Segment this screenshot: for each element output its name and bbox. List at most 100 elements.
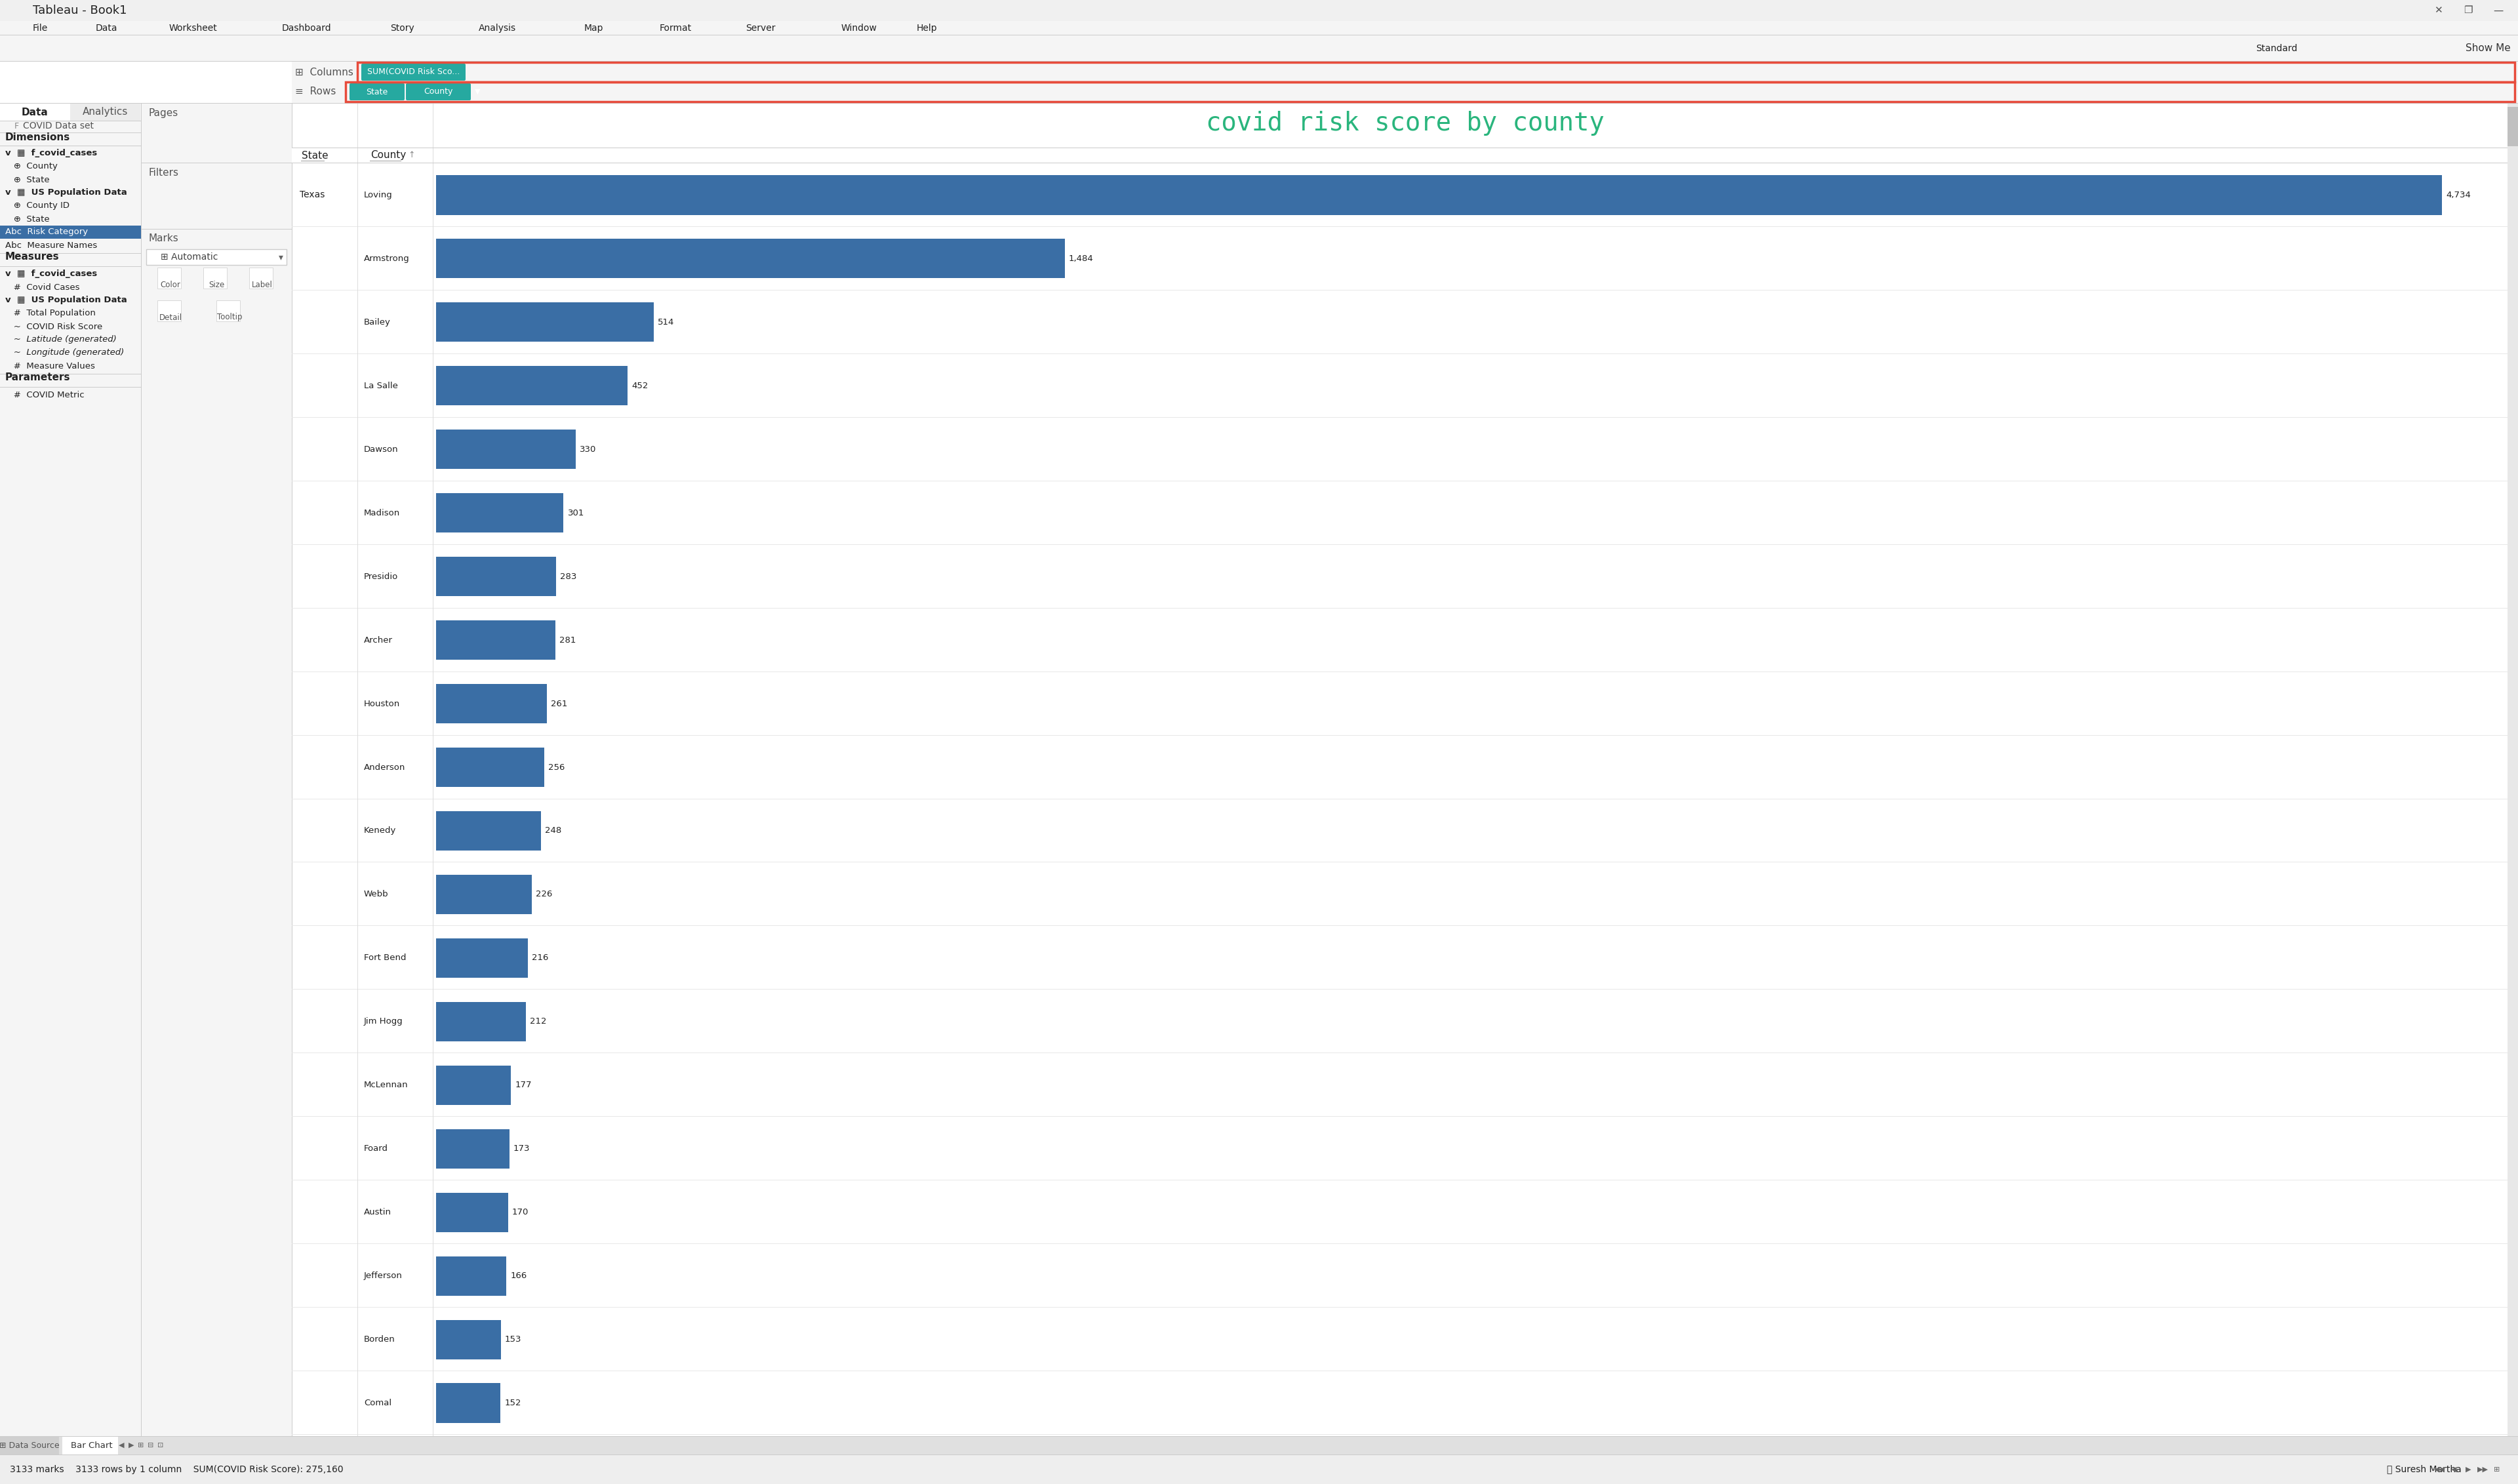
Text: ▶: ▶ [2465,1466,2470,1472]
Text: Dashboard: Dashboard [282,24,332,33]
Text: ◀: ◀ [118,1442,123,1448]
Text: Analysis: Analysis [478,24,516,33]
Text: COVID Data set: COVID Data set [23,122,93,131]
Bar [292,481,2508,545]
Text: 256: 256 [549,763,564,772]
Bar [436,874,531,914]
Bar [0,226,141,239]
Text: 177: 177 [516,1080,531,1089]
Text: ~  Latitude (generated): ~ Latitude (generated) [5,335,116,344]
Text: Texas: Texas [300,190,325,200]
Bar [0,21,2518,36]
Bar [0,104,141,1484]
Text: Size: Size [209,280,224,289]
Bar [292,227,2508,291]
Text: 248: 248 [544,827,562,835]
Text: Server: Server [745,24,776,33]
Bar [0,1437,58,1454]
Bar [292,291,2508,355]
Text: ⊡: ⊡ [159,1442,164,1448]
Text: 3133 marks    3133 rows by 1 column    SUM(COVID Risk Score): 275,160: 3133 marks 3133 rows by 1 column SUM(COV… [10,1465,342,1474]
Bar [436,1255,506,1296]
Bar [2485,0,2510,21]
FancyBboxPatch shape [360,64,466,80]
Text: 173: 173 [514,1144,529,1153]
Bar [0,1454,2518,1484]
Text: County: County [423,88,453,96]
Text: ⊕  County ID: ⊕ County ID [5,202,71,211]
Bar [63,1437,118,1454]
Bar [141,230,292,1437]
Text: Abc  Risk Category: Abc Risk Category [5,229,88,236]
Bar [292,417,2508,481]
Bar [436,1002,526,1042]
Bar [292,862,2508,926]
Text: Label: Label [252,280,272,289]
Bar [345,82,2515,101]
Bar [292,926,2508,990]
Text: Bar Chart: Bar Chart [71,1441,113,1450]
Bar [2427,0,2450,21]
Text: Filters: Filters [149,168,179,178]
Text: v  ▦  f_covid_cases: v ▦ f_covid_cases [5,270,98,279]
Text: 452: 452 [632,381,647,390]
Text: Standard: Standard [2256,45,2296,53]
Bar [2508,104,2518,1437]
Bar [71,104,141,120]
Bar [141,104,292,1484]
Text: Tableau - Book1: Tableau - Book1 [33,4,126,16]
Text: #  Covid Cases: # Covid Cases [5,283,81,291]
Text: File: File [33,24,48,33]
Text: ◀◀: ◀◀ [2435,1466,2445,1472]
Text: Data: Data [20,107,48,117]
Bar [358,62,2515,82]
Text: ⊕  County: ⊕ County [5,162,58,171]
Bar [436,175,2442,215]
Text: Fort Bend: Fort Bend [365,954,405,962]
Bar [436,1066,511,1106]
Bar [292,62,2518,104]
Text: 212: 212 [529,1018,546,1025]
Bar [292,608,2508,672]
Text: State: State [365,88,388,96]
Bar [0,0,2518,21]
Text: Dimensions: Dimensions [5,132,71,142]
Text: ◀: ◀ [2450,1466,2458,1472]
Text: Jefferson: Jefferson [365,1272,403,1281]
Text: Bailey: Bailey [365,318,390,326]
Bar [292,1180,2508,1244]
Text: 226: 226 [536,890,551,899]
Text: Madison: Madison [365,509,400,518]
Text: v  ▦  US Population Data: v ▦ US Population Data [5,297,126,304]
Text: 330: 330 [579,445,597,454]
Bar [141,163,292,229]
Bar [436,239,1065,279]
Text: ✕: ✕ [2435,6,2442,15]
Text: Abc  Measure Names: Abc Measure Names [5,240,98,249]
Bar [292,104,2518,1437]
FancyBboxPatch shape [350,83,405,101]
Text: Houston: Houston [365,699,400,708]
Text: Loving: Loving [365,191,393,199]
Bar [292,1371,2508,1435]
Text: ⊞: ⊞ [2493,1466,2500,1472]
Text: 153: 153 [504,1336,521,1343]
Bar [292,1244,2508,1307]
Text: Color: Color [161,280,181,289]
Bar [292,990,2508,1054]
Bar [2458,0,2480,21]
Text: 170: 170 [511,1208,529,1217]
Text: 152: 152 [504,1399,521,1407]
Text: 301: 301 [567,509,584,518]
Text: covid risk score by county: covid risk score by county [1206,111,1604,135]
Text: Anderson: Anderson [365,763,405,772]
Text: County: County [370,150,405,160]
Text: ▼: ▼ [476,89,481,95]
Text: ▶▶: ▶▶ [2478,1466,2488,1472]
Bar [292,1054,2508,1117]
Text: Detail: Detail [159,313,181,322]
Bar [292,1307,2508,1371]
Bar [249,267,272,288]
Text: 281: 281 [559,635,577,644]
Text: 1,484: 1,484 [1068,254,1093,263]
